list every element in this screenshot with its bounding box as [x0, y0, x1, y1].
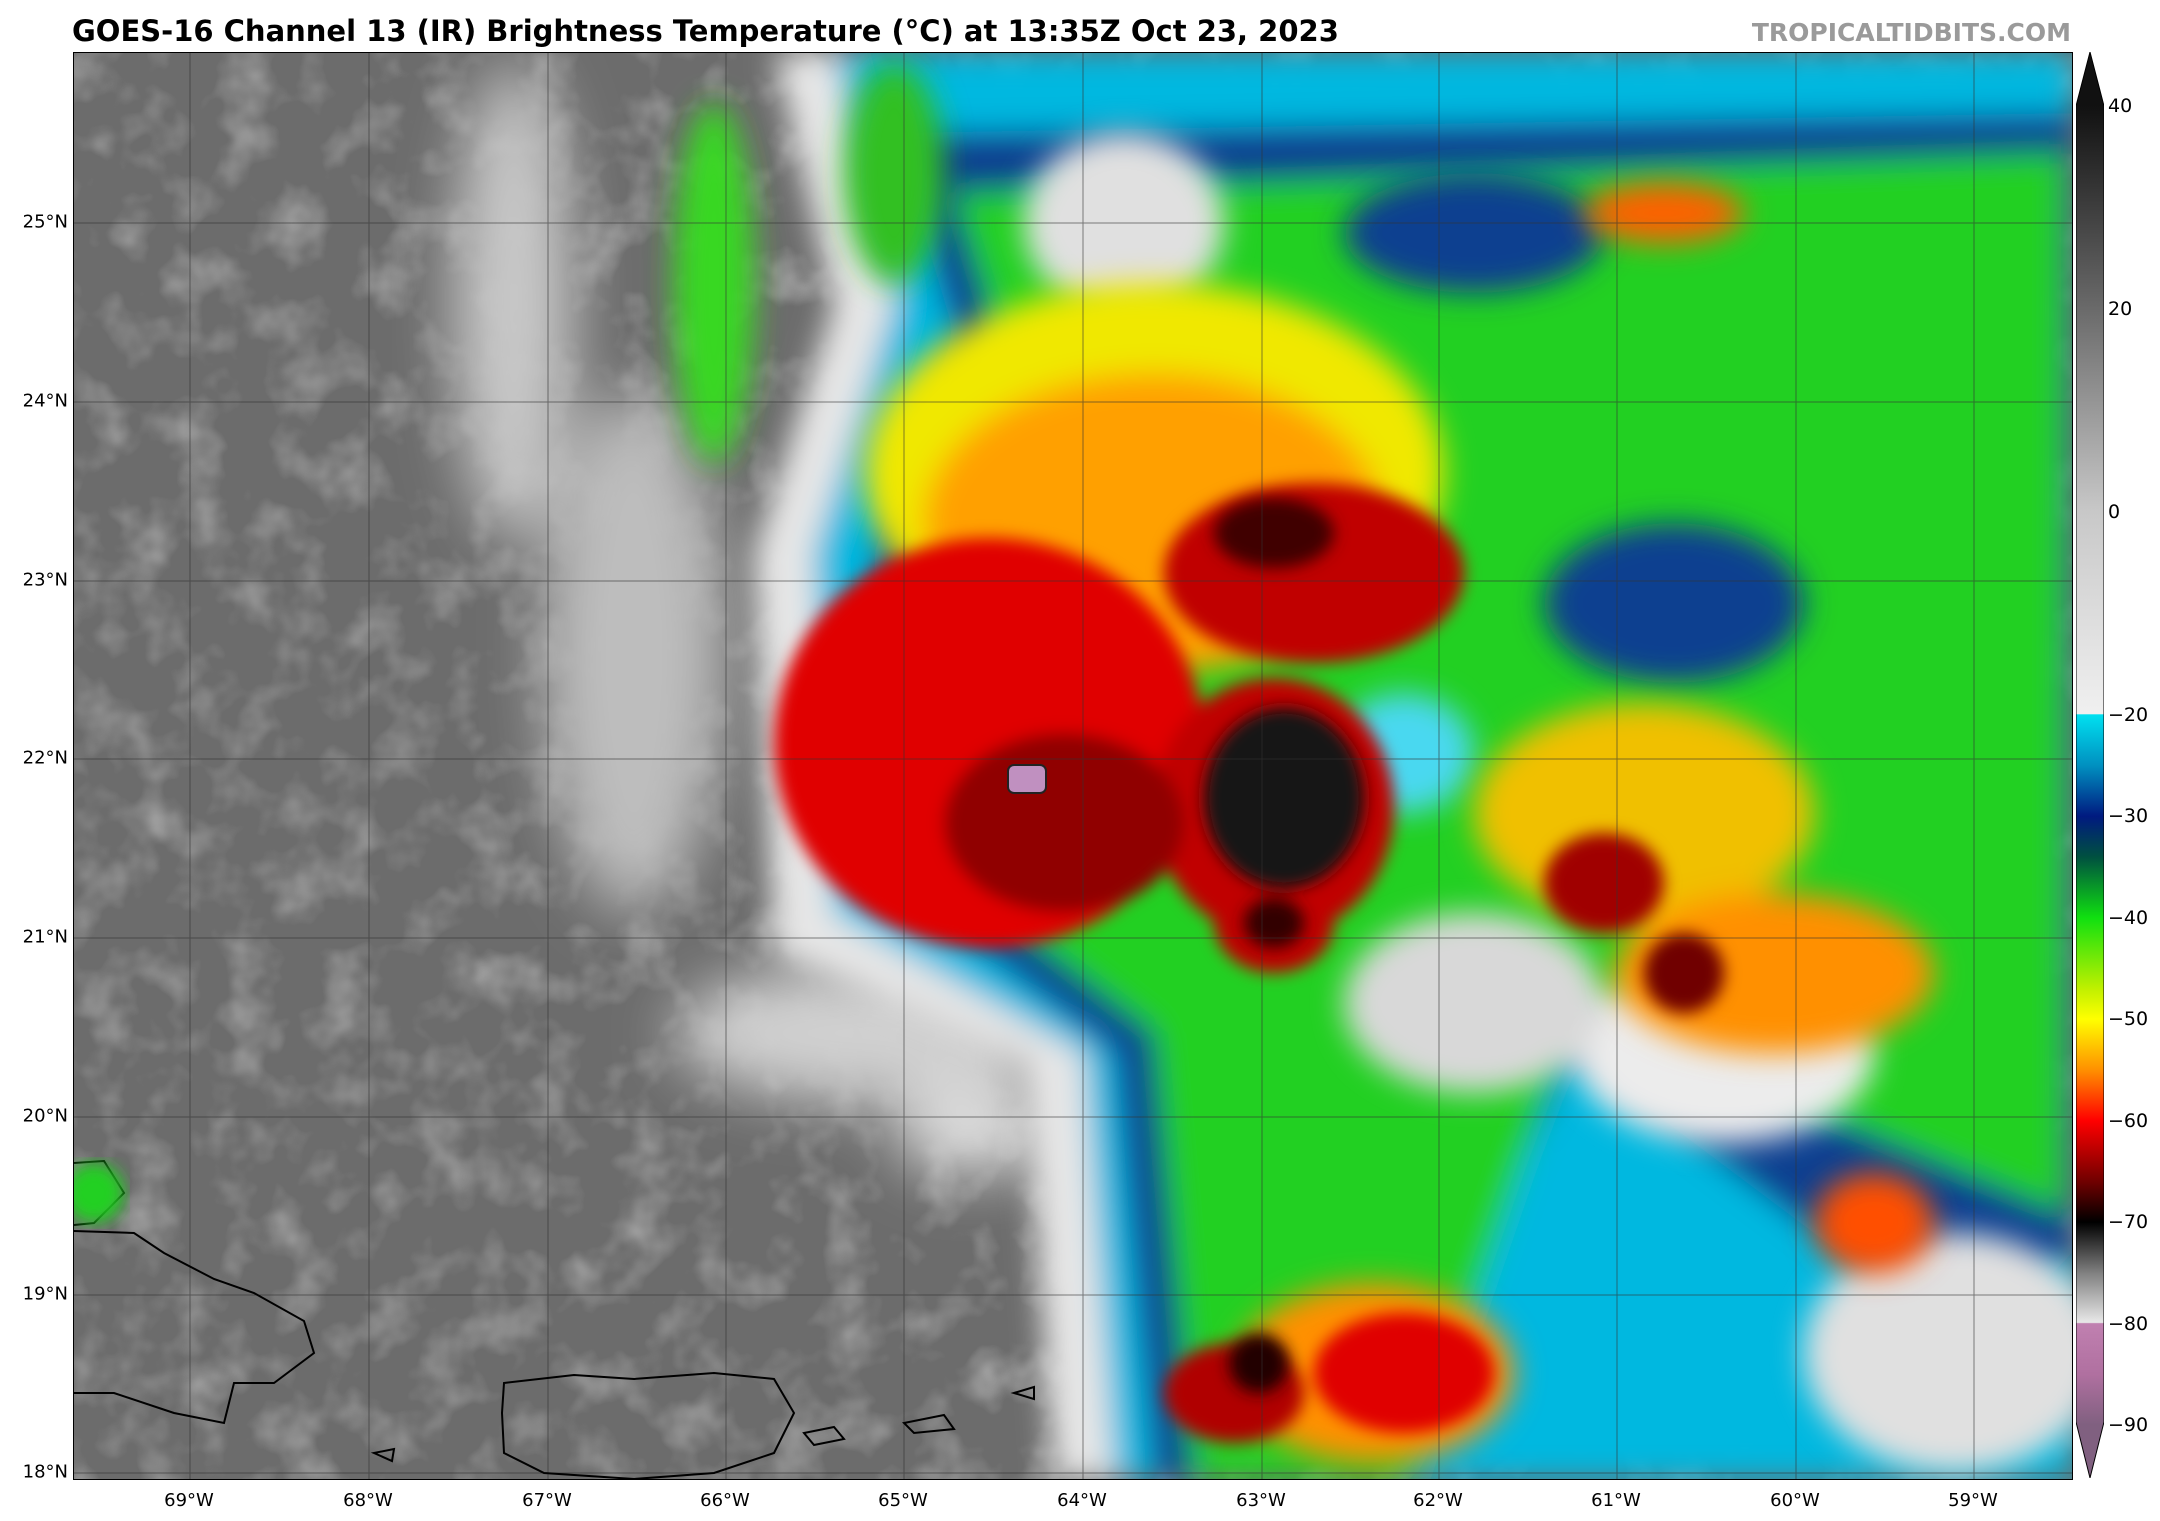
lon-label: 67°W — [522, 1490, 572, 1511]
lat-label: 24°N — [22, 390, 68, 412]
lon-label: 66°W — [700, 1490, 750, 1511]
lat-label: 22°N — [22, 747, 68, 769]
colorbar-tick-label: −20 — [2108, 703, 2149, 726]
colorbar-tick-label: −50 — [2108, 1008, 2149, 1031]
colorbar-tick-label: −80 — [2108, 1312, 2149, 1335]
colorbar — [2076, 52, 2104, 1478]
lat-label: 21°N — [22, 926, 68, 948]
lon-label: 65°W — [878, 1490, 928, 1511]
lat-label: 23°N — [22, 569, 68, 591]
colorbar-tick-label: −40 — [2108, 906, 2149, 929]
lon-label: 61°W — [1591, 1490, 1641, 1511]
colorbar-tick-label: 40 — [2108, 95, 2133, 117]
colorbar-tick-label: −90 — [2108, 1414, 2149, 1436]
colorbar-tick-label: 20 — [2108, 297, 2133, 320]
lat-label: 18°N — [22, 1461, 68, 1483]
map-title: GOES-16 Channel 13 (IR) Brightness Tempe… — [72, 14, 1339, 48]
satellite-map[interactable] — [73, 52, 2073, 1480]
lon-label: 69°W — [164, 1490, 214, 1511]
ir-imagery — [74, 53, 2072, 1479]
lon-label: 63°W — [1236, 1490, 1286, 1511]
lat-label: 19°N — [22, 1283, 68, 1305]
watermark: TROPICALTIDBITS.COM — [1751, 18, 2071, 47]
lat-label: 20°N — [22, 1105, 68, 1127]
lon-label: 64°W — [1057, 1490, 1107, 1511]
lat-lon-grid — [74, 53, 2072, 1479]
colorbar-tick-label: −70 — [2108, 1211, 2149, 1234]
colorbar-tick-label: −60 — [2108, 1109, 2149, 1132]
colorbar-tick-label: −30 — [2108, 805, 2149, 828]
lon-label: 59°W — [1948, 1490, 1998, 1511]
lat-label: 25°N — [22, 211, 68, 233]
colorbar-tick-label: 0 — [2108, 500, 2121, 523]
lon-label: 62°W — [1413, 1490, 1463, 1511]
hurricane-eye — [1007, 764, 1047, 794]
lon-label: 60°W — [1770, 1490, 1820, 1511]
lon-label: 68°W — [343, 1490, 393, 1511]
